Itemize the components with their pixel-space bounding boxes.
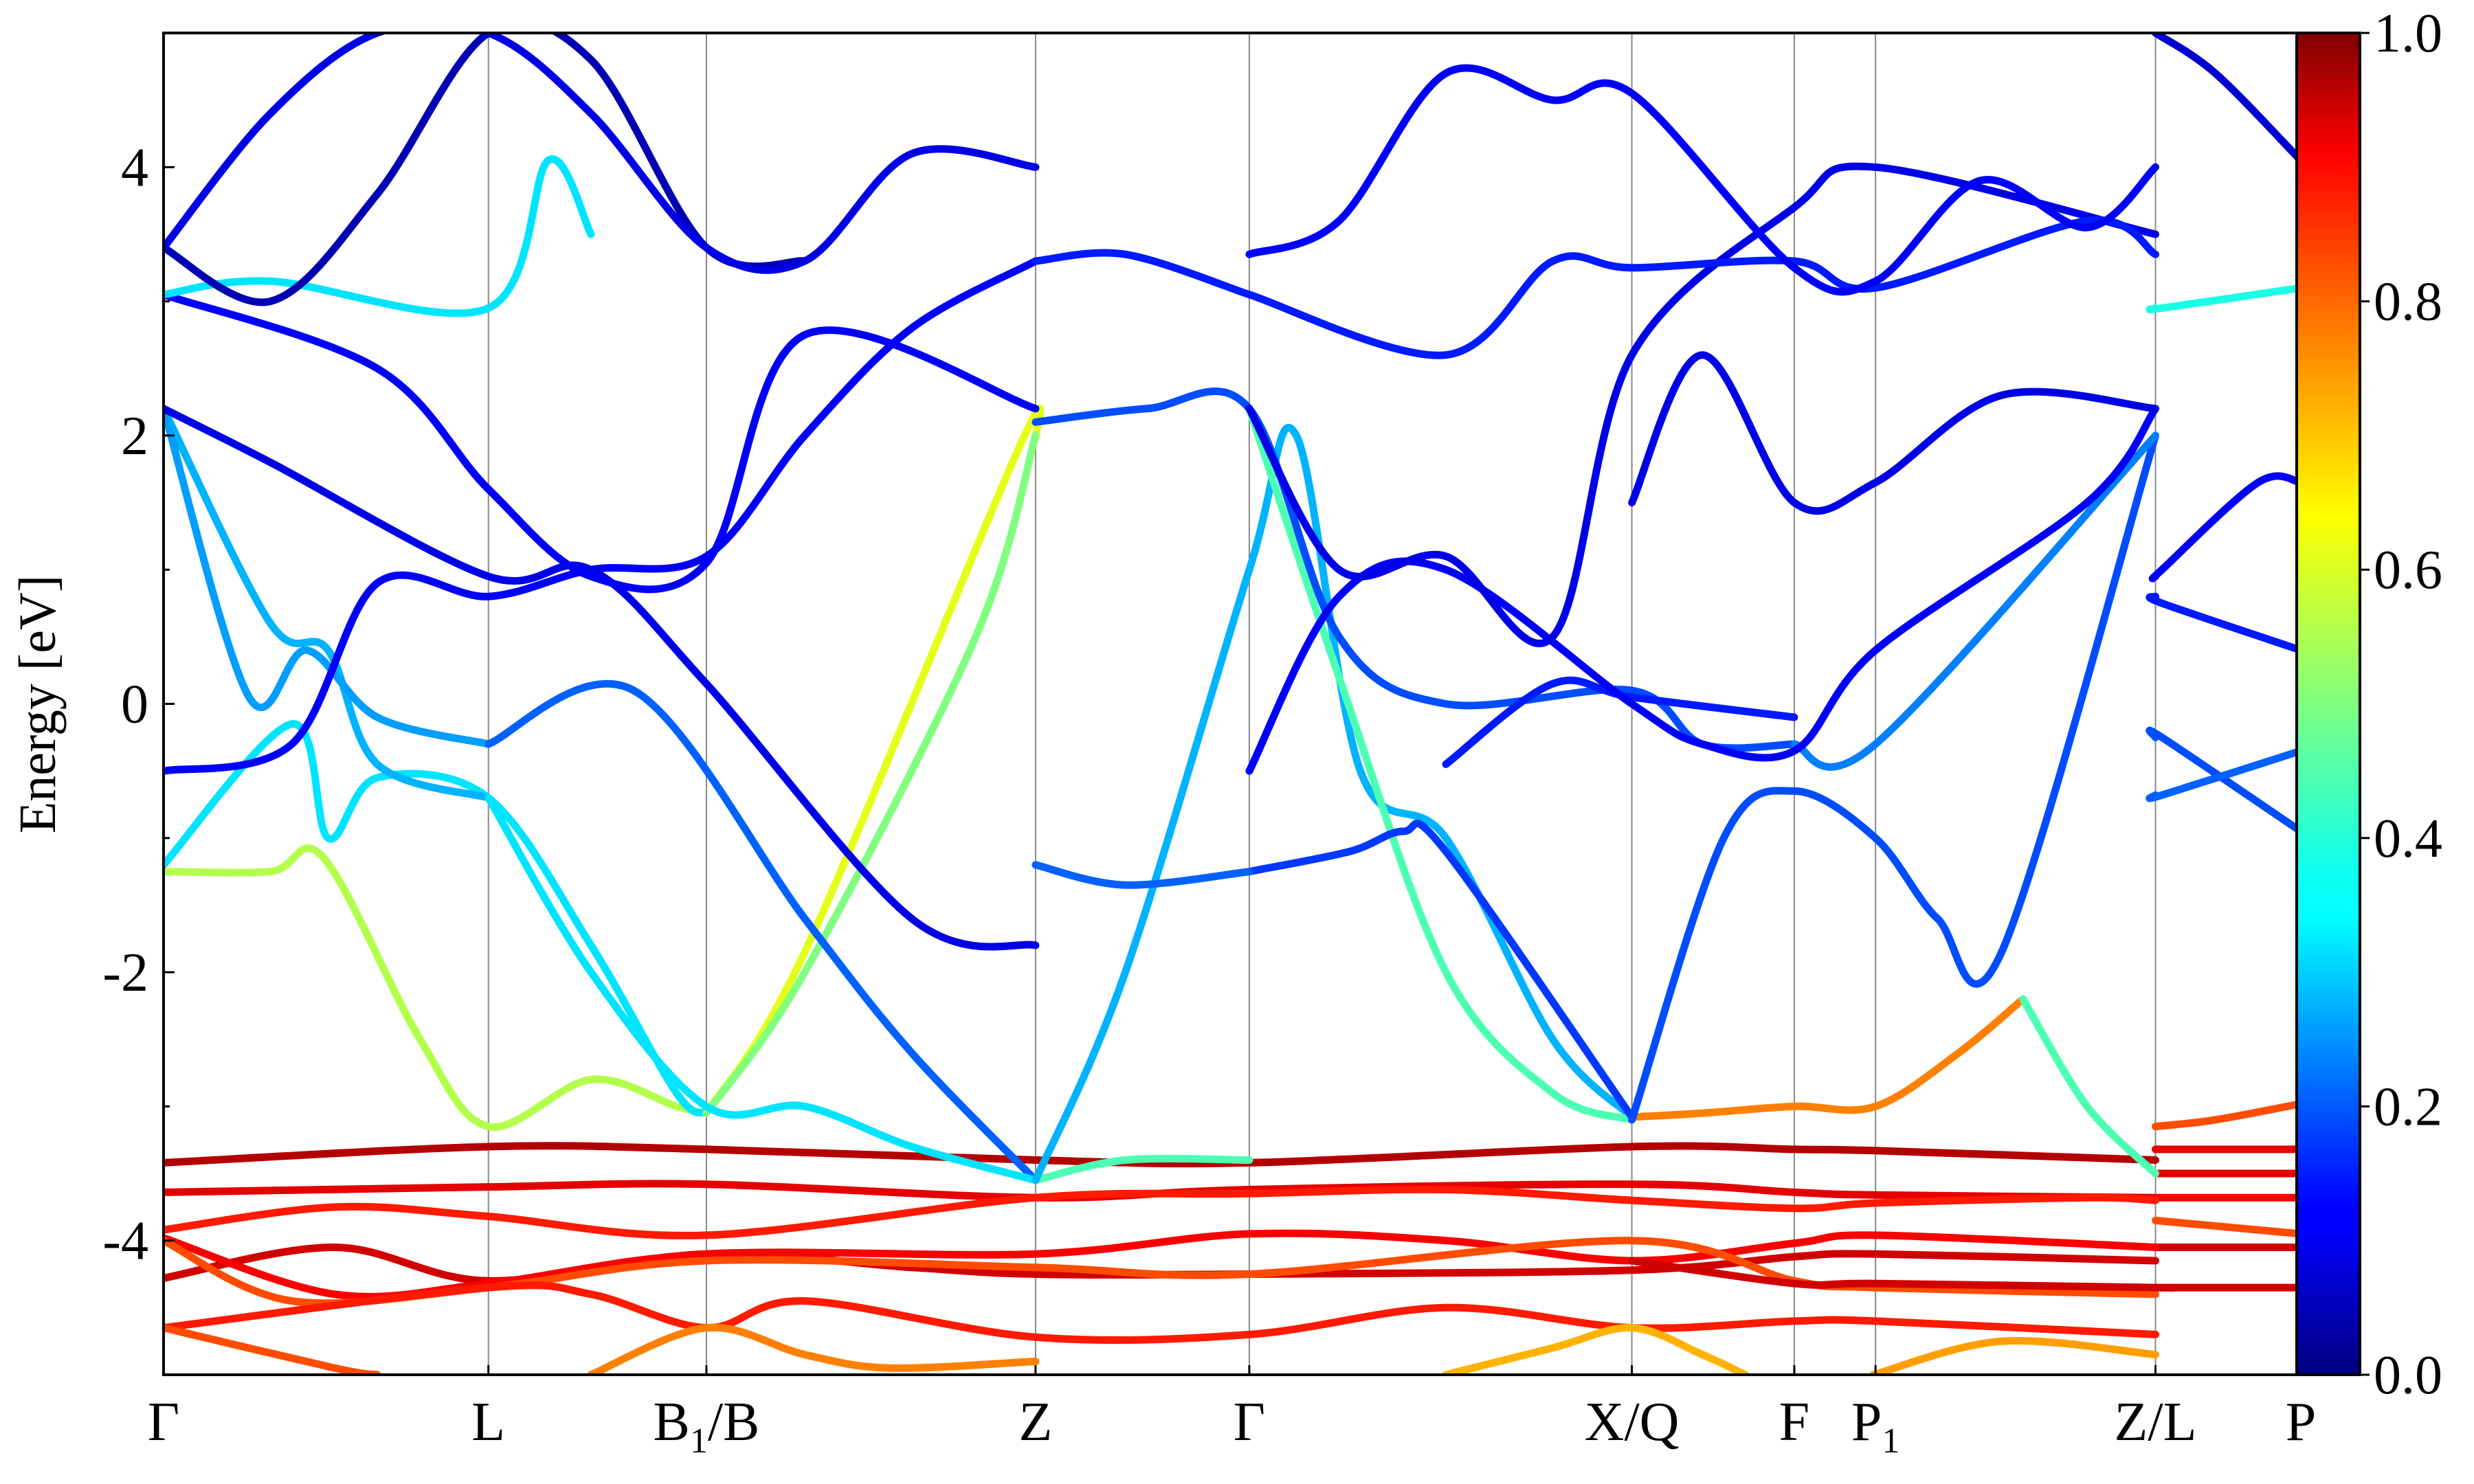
band-line: [2146, 726, 2301, 835]
band-line: [164, 405, 1040, 951]
band-line: [164, 1324, 381, 1375]
colorbar-tick-label: 0.0: [2374, 1345, 2442, 1406]
y-tick-label: 2: [121, 406, 148, 466]
band-line: [1245, 64, 2159, 296]
band-line: [1245, 216, 2159, 359]
x-tick-label: Γ: [1234, 1392, 1265, 1452]
x-tick-label: F: [1779, 1392, 1810, 1452]
band-line: [164, 1185, 2159, 1239]
colorbar-tick-label: 0.4: [2374, 809, 2442, 869]
x-tick-label: B1/B: [653, 1392, 759, 1461]
band-line: [2146, 747, 2301, 802]
band-line: [702, 431, 1040, 1117]
band-line: [1442, 1324, 1749, 1375]
band-line: [1032, 861, 1253, 889]
colorbar-tick-label: 0.6: [2374, 540, 2442, 600]
y-tick-label: 0: [121, 675, 148, 735]
colorbar-tick-label: 0.8: [2374, 272, 2442, 333]
band-line: [164, 405, 493, 802]
band-line: [1869, 1336, 2159, 1375]
band-line: [1032, 1154, 1253, 1184]
band-line: [2152, 33, 2301, 164]
band-line: [164, 1243, 2159, 1285]
x-tick-label: P1: [1851, 1392, 1900, 1461]
band-line: [1032, 249, 1253, 299]
band-line: [2152, 1100, 2301, 1131]
band-line: [2146, 284, 2301, 314]
band-line: [1245, 162, 2159, 647]
band-line: [1245, 405, 2159, 775]
band-line: [1628, 351, 2159, 515]
band-line: [1628, 995, 2027, 1121]
band-line: [484, 794, 1040, 1184]
band-line: [2152, 1216, 2301, 1238]
y-axis-label: Energy [eV]: [9, 575, 67, 833]
band-line: [164, 405, 493, 748]
plot-frame: [162, 32, 2302, 1376]
band-line: [1442, 676, 1798, 768]
colorbar: [2297, 33, 2360, 1375]
band-line: [1245, 405, 1636, 1124]
band-line: [2019, 995, 2159, 1178]
x-tick-label: L: [471, 1392, 505, 1452]
band-line: [164, 155, 595, 317]
x-tick-label: Γ: [148, 1392, 179, 1452]
band-line: [1245, 820, 1636, 1121]
band-line: [2148, 472, 2301, 583]
band-line: [587, 1323, 1040, 1375]
band-line: [164, 844, 711, 1132]
x-tick-label: X/Q: [1585, 1392, 1680, 1452]
band-line: [164, 33, 1040, 274]
x-tick-label: P: [2286, 1392, 2317, 1452]
colorbar-ticks: 0.0 0.2 0.4 0.6 0.8 1.0: [2360, 3, 2442, 1406]
band-line: [1790, 431, 2159, 771]
y-tick-label: -2: [102, 943, 148, 1003]
band-line: [164, 720, 711, 1117]
y-tick-label: 4: [121, 137, 148, 198]
band-line: [484, 679, 1040, 1184]
band-line: [1628, 431, 2159, 1124]
band-line: [164, 1281, 2159, 1345]
band-line: [1032, 387, 1798, 752]
band-line: [2146, 592, 2301, 654]
band-line: [164, 33, 809, 306]
x-tick-label: Z/L: [2115, 1392, 2197, 1452]
band-line: [1032, 423, 1636, 1184]
colorbar-tick-label: 0.2: [2374, 1077, 2442, 1137]
x-tick-label: Z: [1018, 1392, 1052, 1452]
band-line: [164, 291, 1040, 594]
colorbar-frame: [2295, 32, 2361, 1376]
band-line: [1628, 1257, 2301, 1292]
y-tick-label: -4: [102, 1211, 148, 1272]
colorbar-tick-label: 1.0: [2374, 3, 2442, 64]
band-lines: [164, 33, 2301, 1375]
x-axis-ticks: Γ L B1/B Z Γ X/Q F P1 Z/L P: [148, 1365, 2316, 1461]
y-axis-ticks: -4 -2 0 2 4: [102, 32, 175, 1376]
